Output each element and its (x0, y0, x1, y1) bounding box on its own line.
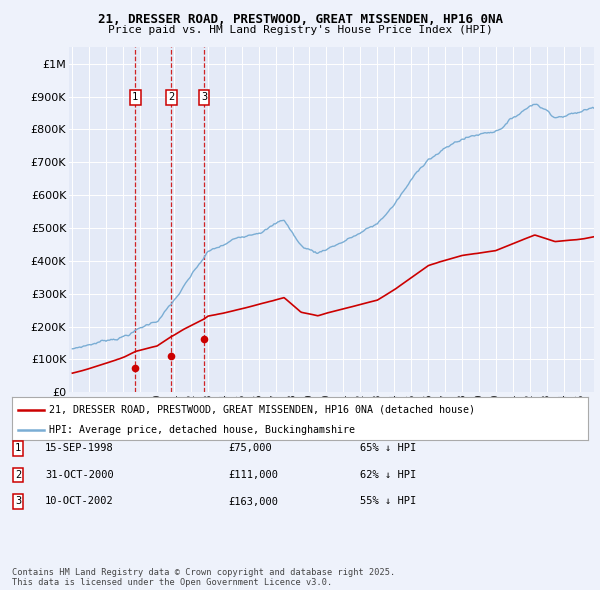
Text: 21, DRESSER ROAD, PRESTWOOD, GREAT MISSENDEN, HP16 0NA: 21, DRESSER ROAD, PRESTWOOD, GREAT MISSE… (97, 13, 503, 26)
Text: 31-OCT-2000: 31-OCT-2000 (45, 470, 114, 480)
Text: 1: 1 (15, 444, 21, 453)
Text: 3: 3 (201, 92, 207, 102)
Text: £75,000: £75,000 (228, 444, 272, 453)
Text: £111,000: £111,000 (228, 470, 278, 480)
Text: 15-SEP-1998: 15-SEP-1998 (45, 444, 114, 453)
Text: £163,000: £163,000 (228, 497, 278, 506)
Text: Price paid vs. HM Land Registry's House Price Index (HPI): Price paid vs. HM Land Registry's House … (107, 25, 493, 35)
Text: 65% ↓ HPI: 65% ↓ HPI (360, 444, 416, 453)
Text: 2: 2 (168, 92, 174, 102)
Text: 1: 1 (132, 92, 139, 102)
Text: 3: 3 (15, 497, 21, 506)
Text: HPI: Average price, detached house, Buckinghamshire: HPI: Average price, detached house, Buck… (49, 425, 355, 435)
Text: 55% ↓ HPI: 55% ↓ HPI (360, 497, 416, 506)
Text: Contains HM Land Registry data © Crown copyright and database right 2025.
This d: Contains HM Land Registry data © Crown c… (12, 568, 395, 587)
Text: 10-OCT-2002: 10-OCT-2002 (45, 497, 114, 506)
Text: 21, DRESSER ROAD, PRESTWOOD, GREAT MISSENDEN, HP16 0NA (detached house): 21, DRESSER ROAD, PRESTWOOD, GREAT MISSE… (49, 405, 475, 415)
Text: 62% ↓ HPI: 62% ↓ HPI (360, 470, 416, 480)
Text: 2: 2 (15, 470, 21, 480)
